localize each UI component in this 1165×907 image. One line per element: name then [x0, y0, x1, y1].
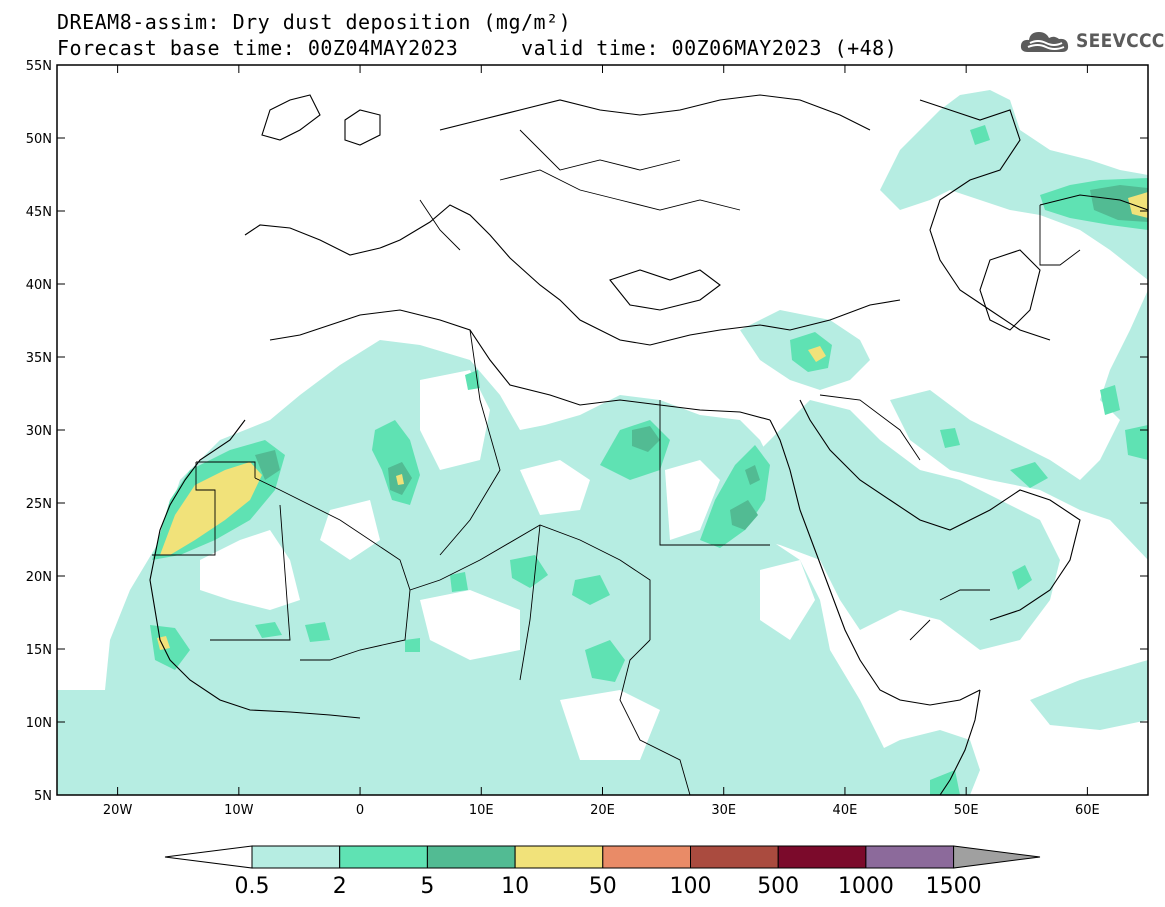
lon-tick-label: 30E	[711, 803, 736, 818]
lon-tick-label: 40E	[833, 803, 858, 818]
colorbar-label: 500	[757, 874, 799, 899]
lat-tick-label: 50N	[26, 132, 52, 147]
colorbar-over-arrow	[953, 845, 1041, 869]
level3-contours	[255, 185, 1148, 530]
dust-deposition-field	[57, 90, 1148, 795]
colorbar-label: 1000	[838, 874, 894, 899]
colorbar-segment	[426, 845, 516, 869]
colorbar-label: 50	[589, 874, 617, 899]
colorbar-label: 1500	[926, 874, 982, 899]
lat-tick-label: 35N	[26, 351, 52, 366]
colorbar-segment	[865, 845, 955, 869]
lat-tick-label: 45N	[26, 205, 52, 220]
colorbar-under-arrow	[164, 845, 253, 869]
colorbar-label: 0.5	[235, 874, 270, 899]
lat-tick-label: 25N	[26, 497, 52, 512]
colorbar-segment	[514, 845, 604, 869]
lon-tick-label: 10W	[224, 803, 254, 818]
lon-tick-label: 60E	[1075, 803, 1100, 818]
lon-tick-label: 50E	[954, 803, 979, 818]
below-threshold-areas	[200, 370, 990, 760]
colorbar-label: 5	[420, 874, 434, 899]
lon-tick-label: 0	[356, 803, 364, 818]
lon-tick-label: 20E	[590, 803, 615, 818]
colorbar-segment	[690, 845, 779, 869]
lat-tick-label: 55N	[26, 59, 52, 74]
colorbar-segment	[777, 845, 867, 869]
brand-name: SEEVCCC	[1076, 30, 1165, 52]
colorbar-segment	[339, 845, 428, 869]
country-borders	[152, 129, 1081, 795]
colorbar-segment	[602, 845, 691, 869]
lat-tick-label: 10N	[26, 716, 52, 731]
base-time: Forecast base time: 00Z04MAY2023	[57, 36, 459, 60]
colorbar: 0.5 2 5 10 50 100 500 1000 1500	[164, 845, 1041, 899]
latitude-axis: 55N 50N 45N 40N 35N 30N 25N 20N 15N 10N 5N	[26, 59, 1148, 804]
lon-tick-label: 20W	[103, 803, 133, 818]
brand-logo: SEEVCCC	[1018, 26, 1165, 56]
map-subtitle: Forecast base time: 00Z04MAY2023 valid t…	[57, 36, 897, 60]
map-title: DREAM8-assim: Dry dust deposition (mg/m²…	[57, 10, 572, 34]
lat-tick-label: 30N	[26, 424, 52, 439]
longitude-axis: 20W 10W 0 10E 20E 30E 40E 50E 60E	[103, 65, 1100, 818]
colorbar-label: 100	[670, 874, 712, 899]
colorbar-segment	[251, 845, 341, 869]
valid-time: valid time: 00Z06MAY2023 (+48)	[521, 36, 898, 60]
cloud-logo-icon	[1020, 32, 1069, 52]
lon-tick-label: 10E	[469, 803, 494, 818]
lat-tick-label: 20N	[26, 570, 52, 585]
coastlines	[149, 94, 1148, 795]
colorbar-label: 2	[333, 874, 347, 899]
lat-tick-label: 5N	[34, 789, 52, 804]
colorbar-label: 10	[501, 874, 529, 899]
lat-tick-label: 40N	[26, 278, 52, 293]
lat-tick-label: 15N	[26, 643, 52, 658]
